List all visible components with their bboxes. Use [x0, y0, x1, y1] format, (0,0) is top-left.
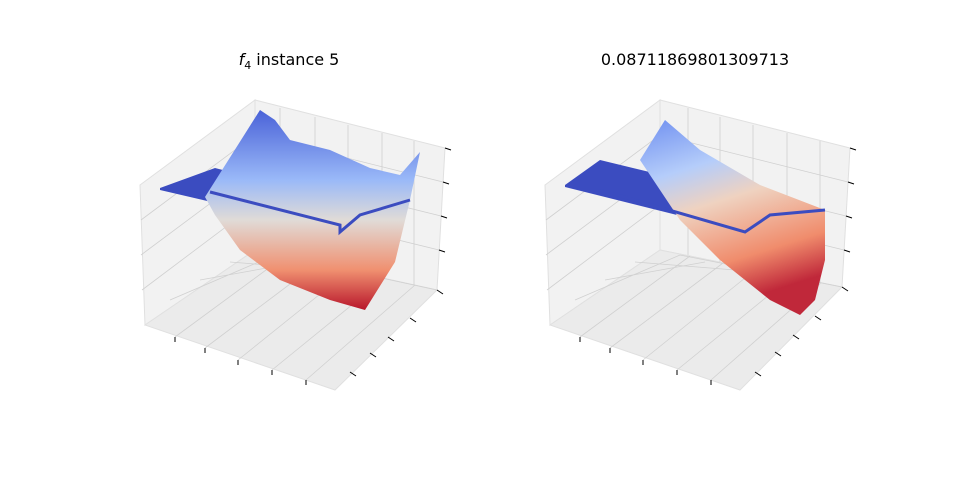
surface-trough: [205, 110, 420, 310]
axes-left: f4 instance 5: [139, 50, 452, 391]
surface-edge: [209, 190, 411, 236]
surface-edge: [599, 188, 826, 234]
tick-marks: [174, 147, 452, 385]
surface-trough: [640, 120, 825, 315]
axes-right: 0.08711869801309713: [544, 50, 857, 391]
tick-marks: [579, 147, 857, 385]
title-subscript: 4: [244, 59, 251, 72]
chart-title: f4 instance 5: [239, 50, 340, 72]
chart-title: 0.08711869801309713: [601, 50, 789, 69]
title-text: instance 5: [256, 50, 339, 69]
title-symbol: f: [239, 50, 247, 69]
